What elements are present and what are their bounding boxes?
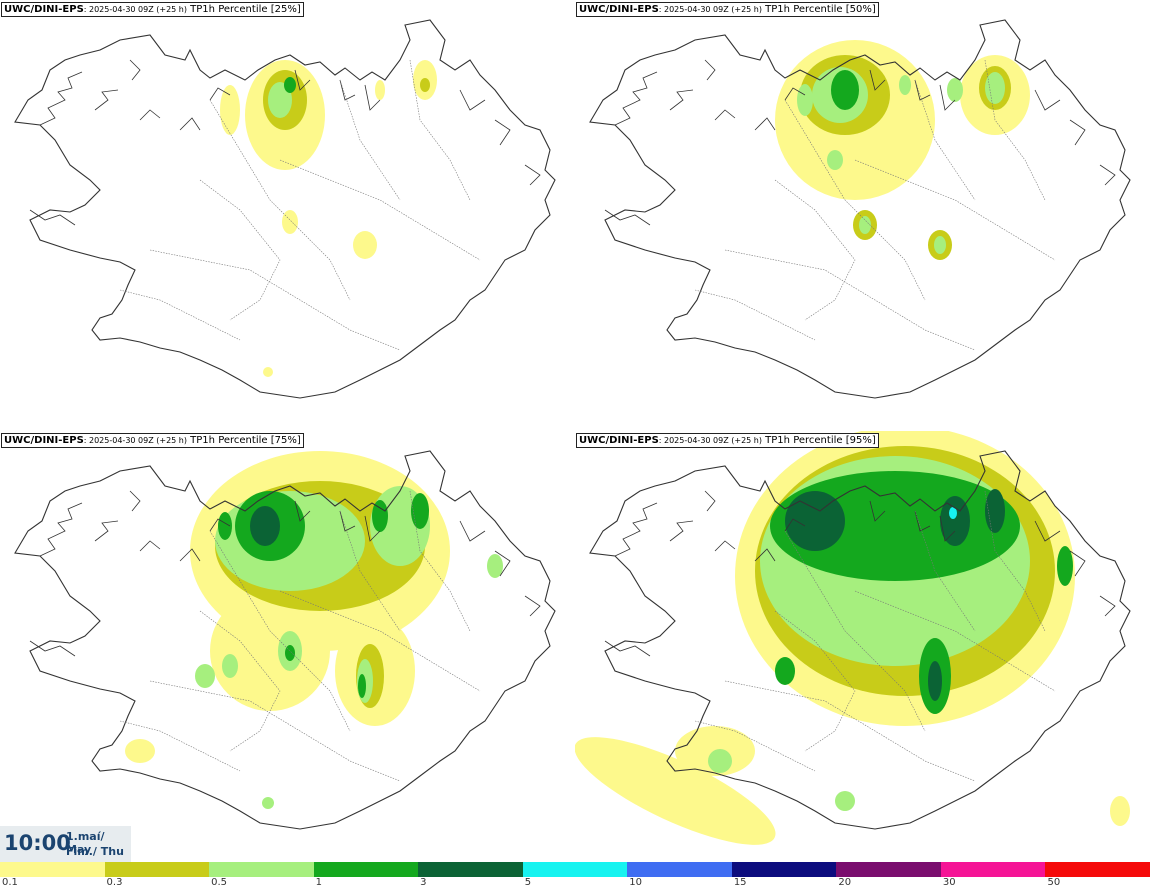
valid-date: 1.maí/ May — [66, 830, 105, 856]
map-panel-95: UWC/DINI-EPS: 2025-04-30 09Z (+25 h) TP1… — [575, 431, 1150, 862]
panel-title: UWC/DINI-EPS: 2025-04-30 09Z (+25 h) TP1… — [576, 2, 879, 17]
panel-title: UWC/DINI-EPS: 2025-04-30 09Z (+25 h) TP1… — [1, 2, 304, 17]
legend-swatch — [0, 862, 105, 877]
precip-map — [589, 19, 1131, 399]
precip-map — [14, 19, 556, 399]
map-panel-75: UWC/DINI-EPS: 2025-04-30 09Z (+25 h) TP1… — [0, 431, 575, 862]
legend-swatch — [940, 862, 1046, 877]
legend-tick: 0.3 — [106, 877, 123, 888]
panel-title: UWC/DINI-EPS: 2025-04-30 09Z (+25 h) TP1… — [576, 433, 879, 448]
color-legend: 0.1 0.3 0.5 1 3 5 10 15 20 30 50 — [0, 862, 1150, 891]
legend-tick: 30 — [942, 877, 956, 888]
legend-tick: 15 — [733, 877, 747, 888]
panel-title: UWC/DINI-EPS: 2025-04-30 09Z (+25 h) TP1… — [1, 433, 304, 448]
legend-tick: 0.5 — [211, 877, 227, 888]
legend-swatch — [627, 862, 733, 877]
valid-time-box: 10:00 1.maí/ May Fim./ Thu — [0, 826, 131, 862]
legend-swatch — [836, 862, 942, 877]
legend-swatch — [1045, 862, 1150, 877]
legend-swatch — [522, 862, 628, 877]
legend-tick: 1 — [315, 877, 322, 888]
legend-tick: 0.1 — [2, 877, 18, 888]
legend-swatch — [313, 862, 419, 877]
map-panel-25: UWC/DINI-EPS: 2025-04-30 09Z (+25 h) TP1… — [0, 0, 575, 431]
legend-swatch — [418, 862, 524, 877]
valid-time-clock: 10:00 — [4, 831, 71, 855]
map-panel-50: UWC/DINI-EPS: 2025-04-30 09Z (+25 h) TP1… — [575, 0, 1150, 431]
precip-map — [14, 450, 556, 830]
valid-day: Fim./ Thu — [66, 845, 124, 858]
legend-swatch — [209, 862, 315, 877]
legend-swatch — [731, 862, 837, 877]
legend-tick: 50 — [1047, 877, 1061, 888]
legend-tick: 20 — [838, 877, 852, 888]
legend-bar — [0, 862, 1150, 877]
legend-swatch — [104, 862, 210, 877]
legend-tick: 10 — [629, 877, 642, 888]
legend-tick: 3 — [420, 877, 427, 888]
precip-map — [575, 431, 1131, 845]
legend-tick: 5 — [524, 877, 532, 888]
